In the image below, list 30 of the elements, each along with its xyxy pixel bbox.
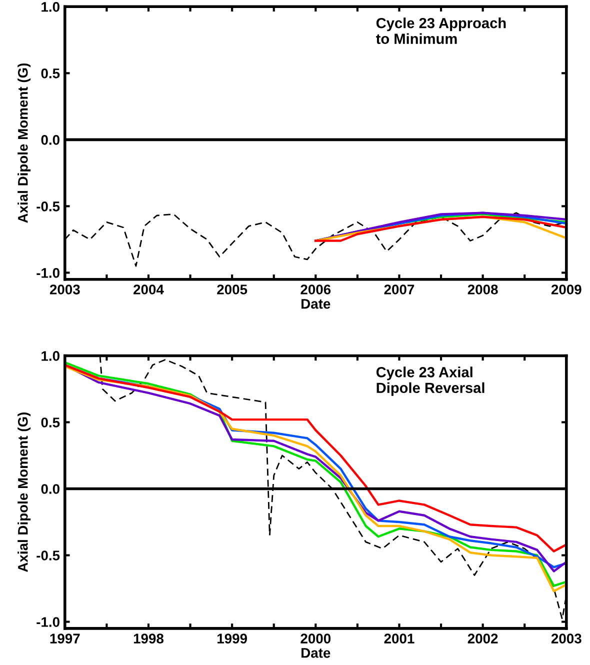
x-tick-label: 2005 [217,284,248,294]
x-tick-label: 2006 [300,284,331,294]
x-tick-label: 2009 [551,284,582,294]
y-axis-title: Axial Dipole Moment (G) [18,63,31,223]
y-tick-label: -1.0 [36,617,60,627]
y-axis-title: Axial Dipole Moment (G) [18,412,31,572]
x-tick-label: 1999 [217,634,247,644]
x-tick-label: 2001 [384,634,414,644]
x-axis-title: Date [302,299,330,309]
x-axis-title: Date [302,648,330,658]
y-tick-label: 1.0 [42,2,60,12]
y-tick-label: -0.5 [36,550,60,560]
x-tick-label: 2002 [468,634,498,644]
annotation: Cycle 23 Approach to Minimum [376,18,506,44]
annotation: Cycle 23 Axial Dipole Reversal [376,366,484,396]
y-tick-label: -1.0 [36,268,60,278]
x-tick-label: 1998 [134,634,164,644]
y-tick-label: 0.0 [41,135,60,145]
y-tick-label: -0.5 [36,202,60,212]
y-tick-label: 0.5 [41,68,60,78]
y-tick-label: 1.0 [42,351,60,361]
y-tick-label: 0.5 [41,418,60,428]
x-tick-label: 1997 [50,634,80,644]
x-tick-label: 2007 [384,284,414,294]
x-tick-label: 2003 [551,634,582,644]
x-tick-label: 2003 [50,284,80,294]
x-tick-label: 2004 [134,284,164,294]
x-tick-label: 2008 [468,284,498,294]
y-tick-label: 0.0 [41,484,60,494]
x-tick-label: 2000 [300,634,331,644]
